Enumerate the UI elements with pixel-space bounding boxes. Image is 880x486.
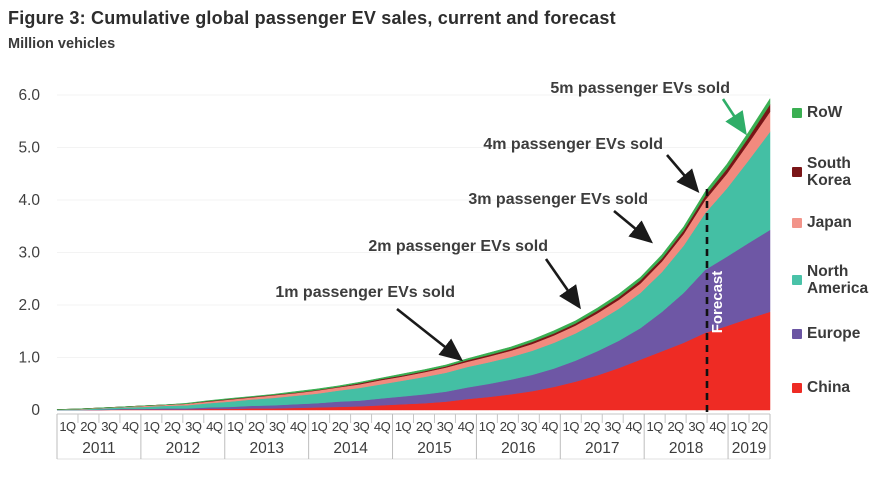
year-label: 2012 [166, 440, 200, 457]
legend-item-south-korea: South Korea [792, 155, 854, 190]
annotation-1m-arrow [396, 307, 464, 362]
legend-item-japan: Japan [792, 214, 852, 231]
annotation-1m: 1m passenger EVs sold [275, 284, 455, 301]
year-label: 2017 [585, 440, 619, 457]
legend: RoW South Korea Japan North America Euro… [792, 0, 878, 486]
year-label: 2019 [732, 440, 766, 457]
milestone-annotations: 1m passenger EVs sold 2m passenger EVs s… [275, 80, 747, 362]
legend-label: China [807, 379, 851, 396]
quarter-label: 3Q [437, 419, 454, 434]
quarter-label: 2Q [751, 419, 768, 434]
year-label: 2013 [249, 440, 283, 457]
annotation-3m: 3m passenger EVs sold [468, 191, 648, 208]
quarter-label: 1Q [143, 419, 160, 434]
south-korea-swatch-icon [792, 167, 802, 178]
annotation-4m-arrow [666, 154, 700, 193]
quarter-label: 3Q [605, 419, 622, 434]
y-tick-label: 2.0 [18, 297, 40, 314]
quarter-label: 3Q [353, 419, 370, 434]
year-label: 2014 [333, 440, 368, 457]
legend-item-north-america: North America [792, 263, 870, 298]
quarter-label: 1Q [395, 419, 412, 434]
quarter-label: 1Q [59, 419, 76, 434]
quarter-label: 2Q [80, 419, 97, 434]
quarter-label: 2Q [500, 419, 517, 434]
figure-title: Figure 3: Cumulative global passenger EV… [8, 8, 616, 28]
year-label: 2011 [82, 440, 115, 457]
quarter-label: 3Q [688, 419, 705, 434]
year-label: 2015 [417, 440, 451, 457]
annotation-3m-arrow [613, 209, 654, 244]
annotation-2m: 2m passenger EVs sold [368, 238, 548, 255]
quarter-label: 1Q [311, 419, 328, 434]
quarter-label: 4Q [709, 419, 726, 434]
quarter-label: 4Q [542, 419, 559, 434]
legend-label: South Korea [807, 155, 851, 190]
year-label: 2018 [669, 440, 703, 457]
quarter-label: 2Q [667, 419, 684, 434]
row-swatch-icon [792, 107, 802, 118]
y-axis-ticks: 6.0 5.0 4.0 3.0 2.0 1.0 0 [18, 87, 40, 419]
area-row [56, 97, 771, 410]
quarter-label: 3Q [185, 419, 202, 434]
y-tick-label: 4.0 [18, 192, 40, 209]
legend-label: Japan [807, 214, 852, 231]
year-label: 2016 [501, 440, 535, 457]
y-tick-label: 0 [31, 402, 40, 419]
annotation-5m: 5m passenger EVs sold [550, 80, 730, 97]
quarter-label: 2Q [584, 419, 601, 434]
quarter-label: 4Q [458, 419, 475, 434]
quarter-label: 1Q [227, 419, 244, 434]
y-tick-label: 1.0 [18, 350, 40, 367]
annotation-2m-arrow [544, 258, 581, 310]
quarter-label: 1Q [730, 419, 747, 434]
north-america-swatch-icon [792, 275, 802, 286]
quarter-label: 4Q [206, 419, 223, 434]
legend-label: RoW [807, 104, 843, 121]
y-tick-label: 6.0 [18, 87, 40, 104]
quarter-label: 4Q [122, 419, 139, 434]
legend-label: Europe [807, 325, 861, 342]
japan-swatch-icon [792, 217, 802, 228]
x-axis: 1Q 2Q 3Q 4Q 2011 1Q 2Q 3Q 4Q 2012 1Q 2Q 3Q 4Q 2013 1Q 2Q… [56, 413, 771, 460]
quarter-label: 1Q [646, 419, 663, 434]
y-tick-label: 5.0 [18, 140, 40, 157]
legend-item-europe: Europe [792, 325, 860, 342]
quarter-label: 2Q [416, 419, 433, 434]
annotation-5m-arrow [721, 98, 747, 136]
stacked-areas [56, 97, 771, 411]
forecast-label: Forecast [709, 271, 726, 334]
legend-item-row: RoW [792, 104, 842, 121]
y-axis-label: Million vehicles [8, 36, 116, 52]
quarter-label: 2Q [248, 419, 265, 434]
china-swatch-icon [792, 382, 802, 393]
quarter-label: 3Q [269, 419, 286, 434]
quarter-label: 3Q [521, 419, 538, 434]
quarter-label: 4Q [374, 419, 391, 434]
quarter-label: 2Q [332, 419, 349, 434]
legend-item-china: China [792, 379, 850, 396]
quarter-label: 4Q [626, 419, 643, 434]
y-tick-label: 3.0 [18, 245, 40, 262]
quarter-label: 1Q [563, 419, 580, 434]
quarter-label: 4Q [290, 419, 307, 434]
europe-swatch-icon [792, 328, 802, 339]
quarter-label: 3Q [101, 419, 118, 434]
legend-label: North America [807, 263, 869, 298]
annotation-4m: 4m passenger EVs sold [483, 136, 663, 153]
quarter-label: 2Q [164, 419, 181, 434]
quarter-label: 1Q [479, 419, 496, 434]
